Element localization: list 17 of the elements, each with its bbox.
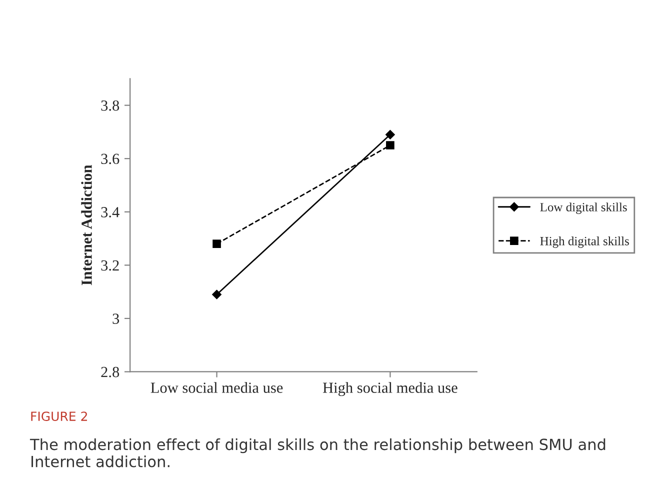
- legend-label: High digital skills: [540, 236, 629, 248]
- point: [212, 240, 221, 248]
- y-tick-label: 3: [112, 314, 120, 324]
- x-tick-label: High social media use: [322, 382, 458, 396]
- caption: FIGURE 2: [31, 412, 87, 422]
- y-tick-label: 2.8: [101, 366, 120, 378]
- y-tick-label: 3.2: [101, 260, 119, 271]
- text: The moderation effect of digital skills on the relationship between SMU and Internet addiction.: [30, 438, 606, 468]
- x-tick-label: Low social media use: [150, 382, 283, 393]
- y-tick-label: 3.4: [101, 207, 120, 218]
- y-tick-label: 3.8: [101, 100, 120, 111]
- point: [212, 290, 222, 300]
- point: [386, 130, 395, 140]
- y-tick-label: 3.6: [101, 154, 120, 164]
- legend-label: Low digital skills: [540, 202, 627, 214]
- y-axis-title: Internet Addiction: [81, 164, 92, 286]
- point: [386, 141, 394, 150]
